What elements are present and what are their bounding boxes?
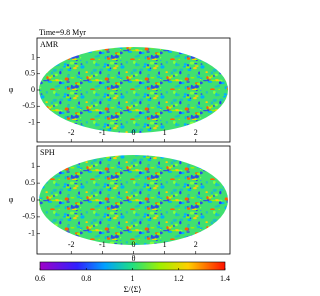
x-tick-label: 1: [163, 128, 167, 137]
y-tick-label: 0: [31, 85, 35, 94]
colorbar-label: Σ/⟨Σ⟩: [124, 285, 142, 294]
y-tick-label: -1: [28, 229, 35, 238]
y-tick-label: -1: [28, 117, 35, 126]
colorbar-tick-label: 1: [131, 274, 135, 283]
y-tick-label: -0.5: [22, 212, 35, 221]
y-axis-label: φ: [9, 195, 14, 204]
colorbar-tick-label: 0.6: [35, 274, 45, 283]
y-tick-label: 0.5: [25, 69, 35, 78]
x-tick-label: 2: [194, 128, 198, 137]
y-tick-label: -0.5: [22, 101, 35, 110]
colorbar-tick-label: 0.8: [81, 274, 91, 283]
x-tick-label: -1: [99, 240, 106, 249]
x-tick-label: 1: [163, 240, 167, 249]
x-tick-label: 2: [194, 240, 198, 249]
y-tick-label: 1: [31, 52, 35, 61]
x-tick-label: 0: [132, 240, 136, 249]
y-tick-label: 0: [31, 195, 35, 204]
panel-label: SPH: [40, 148, 55, 157]
panel-label: AMR: [40, 40, 59, 49]
y-tick-label: 0.5: [25, 178, 35, 187]
figure: Time=9.8 Myr AMR -1 -0.5 0 0.5 1 -2 -1 0 1 2 φ SPH -1 -…: [9, 28, 231, 294]
sky-map: [39, 47, 228, 133]
x-tick-label: -2: [68, 128, 75, 137]
x-axis-label: θ: [132, 254, 136, 263]
x-tick-label: -2: [68, 240, 75, 249]
colorbar-tick-label: 1.2: [174, 274, 184, 283]
colorbar-tick-label: 1.4: [220, 274, 230, 283]
sky-map: [39, 155, 228, 245]
x-tick-label: 0: [132, 128, 136, 137]
y-tick-label: 1: [31, 161, 35, 170]
x-tick-label: -1: [99, 128, 106, 137]
y-axis-label: φ: [9, 85, 14, 94]
panel-title: Time=9.8 Myr: [39, 28, 86, 37]
